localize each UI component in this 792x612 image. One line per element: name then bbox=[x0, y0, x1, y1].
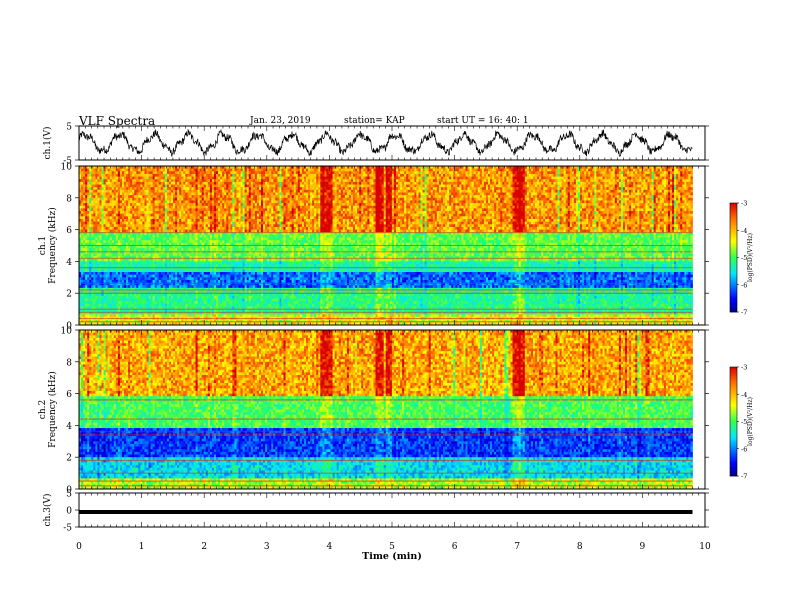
colorbar bbox=[730, 203, 737, 313]
frequency-axis-label: ch.2 bbox=[38, 400, 48, 419]
x-tick-label: 7 bbox=[514, 542, 520, 552]
y-tick-label: -5 bbox=[63, 524, 72, 534]
y-tick-label: 6 bbox=[66, 226, 72, 236]
panel-frame-2 bbox=[78, 165, 706, 326]
ch1-voltage-trace bbox=[78, 128, 693, 158]
colorbar-tick-label: -7 bbox=[741, 309, 747, 317]
spectrogram-ch1 bbox=[79, 166, 693, 326]
x-tick-label: 5 bbox=[389, 542, 395, 552]
colorbar-label: log(PSD)(V²/Hz) bbox=[747, 233, 754, 282]
colorbar-tick-label: -4 bbox=[741, 227, 747, 235]
ch1-voltage-axis-label: ch.1(V) bbox=[42, 127, 53, 160]
y-tick-label: 4 bbox=[66, 258, 72, 268]
panel-frame-1 bbox=[78, 125, 706, 161]
frequency-axis-label: Frequency (kHz) bbox=[47, 207, 58, 284]
x-tick-label: 0 bbox=[76, 542, 82, 552]
y-tick-label: 10 bbox=[61, 163, 73, 173]
date-label: Jan. 23, 2019 bbox=[250, 116, 311, 126]
colorbar-tick-label: -3 bbox=[741, 200, 747, 208]
x-tick-label: 9 bbox=[640, 542, 646, 552]
spectrogram-ch2 bbox=[79, 330, 693, 490]
y-tick-label: 6 bbox=[66, 390, 72, 400]
x-tick-label: 4 bbox=[327, 542, 333, 552]
x-tick-label: 8 bbox=[577, 542, 583, 552]
chart-title: VLF Spectra bbox=[79, 114, 155, 128]
y-tick-label: 2 bbox=[66, 290, 72, 300]
colorbar-tick-label: -6 bbox=[741, 281, 747, 289]
y-tick-label: 0 bbox=[66, 486, 72, 496]
y-tick-label: 10 bbox=[61, 327, 73, 337]
y-tick-label: 8 bbox=[66, 194, 72, 204]
frequency-axis-label: ch.1 bbox=[38, 236, 48, 255]
panel-frame-3 bbox=[78, 329, 706, 490]
y-tick-label: 8 bbox=[66, 358, 72, 368]
colorbar-tick-label: -7 bbox=[741, 473, 747, 481]
colorbar-tick-label: -5 bbox=[741, 254, 747, 262]
ch3-voltage-axis-label: ch.3(V) bbox=[42, 494, 53, 527]
y-tick-label: 5 bbox=[66, 490, 72, 500]
colorbar-tick-label: -5 bbox=[741, 418, 747, 426]
x-tick-label: 1 bbox=[139, 542, 145, 552]
y-tick-label: 0 bbox=[66, 507, 72, 517]
colorbar-tick-label: -6 bbox=[741, 445, 747, 453]
x-tick-label: 10 bbox=[699, 542, 711, 552]
x-tick-label: 2 bbox=[201, 542, 207, 552]
y-tick-label: 5 bbox=[66, 123, 72, 133]
frequency-axis-label: Frequency (kHz) bbox=[47, 371, 58, 448]
x-tick-label: 6 bbox=[452, 542, 458, 552]
x-axis-label: Time (min) bbox=[362, 551, 422, 562]
y-tick-label: -5 bbox=[63, 157, 72, 167]
station-label: station= KAP bbox=[344, 116, 405, 126]
y-tick-label: 4 bbox=[66, 422, 72, 432]
colorbar-label: log(PSD)(V²/Hz) bbox=[747, 397, 754, 446]
start-time-label: start UT = 16: 40: 1 bbox=[437, 116, 529, 126]
y-tick-label: 2 bbox=[66, 454, 72, 464]
y-tick-label: 0 bbox=[66, 322, 72, 332]
colorbar bbox=[730, 367, 737, 477]
colorbar-tick-label: -3 bbox=[741, 364, 747, 372]
x-tick-label: 3 bbox=[264, 542, 270, 552]
colorbar-tick-label: -4 bbox=[741, 391, 747, 399]
